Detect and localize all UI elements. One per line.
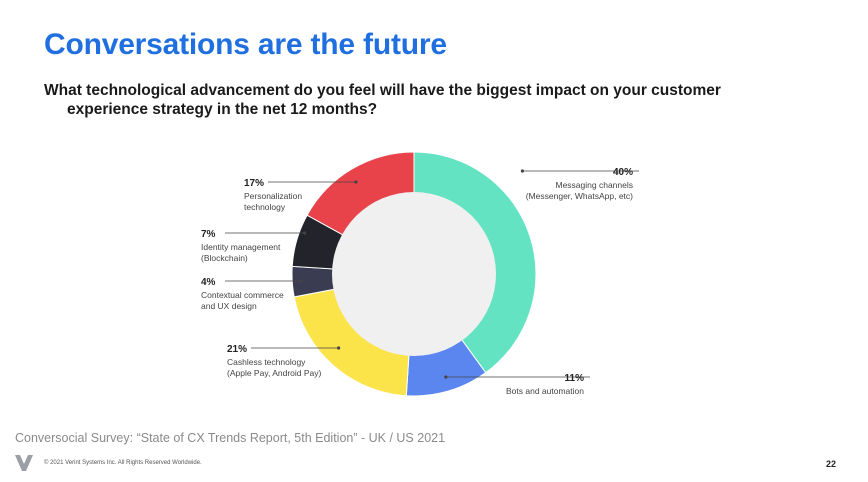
slice-category-label: (Blockchain) — [201, 253, 248, 263]
donut-center — [332, 192, 496, 356]
slice-category-label: Identity management — [201, 242, 281, 252]
slice-category-label: technology — [244, 202, 286, 212]
source-note: Conversocial Survey: “State of CX Trends… — [15, 431, 446, 445]
page-number: 22 — [826, 459, 837, 469]
slice-category-label: Contextual commerce — [201, 290, 284, 300]
slice-category-label: Bots and automation — [506, 386, 584, 396]
leader-dot — [298, 279, 302, 283]
slice-category-label: (Apple Pay, Android Pay) — [227, 368, 322, 378]
leader-dot — [354, 180, 358, 184]
slice-percent-label: 4% — [201, 277, 216, 288]
slice-percent-label: 21% — [227, 344, 247, 355]
subtitle-line-2: experience strategy in the net 12 months… — [67, 101, 378, 118]
slice-category-label: and UX design — [201, 301, 257, 311]
slice-percent-label: 17% — [244, 178, 264, 189]
copyright-text: © 2021 Verint Systems Inc. All Rights Re… — [44, 460, 202, 466]
slice-category-label: (Messenger, WhatsApp, etc) — [526, 191, 633, 201]
slide-title: Conversations are the future — [44, 28, 447, 61]
leader-dot — [444, 375, 448, 379]
slice-percent-label: 40% — [613, 167, 633, 178]
leader-dot — [337, 346, 341, 350]
verint-logo-icon — [15, 455, 33, 471]
slice-category-label: Cashless technology — [227, 357, 306, 367]
leader-dot — [302, 231, 307, 235]
slice-category-label: Personalization — [244, 191, 302, 201]
donut-labels: 40% Messaging channels(Messenger, WhatsAp… — [201, 167, 639, 396]
slice-category-label: Messaging channels — [556, 180, 634, 190]
subtitle-line-1: What technological advancement do you fe… — [44, 82, 721, 99]
leader-dot — [520, 169, 525, 173]
slide-subtitle: What technological advancement do you fe… — [44, 81, 804, 119]
slice-percent-label: 7% — [201, 229, 216, 240]
slice-percent-label: 11% — [565, 373, 585, 384]
